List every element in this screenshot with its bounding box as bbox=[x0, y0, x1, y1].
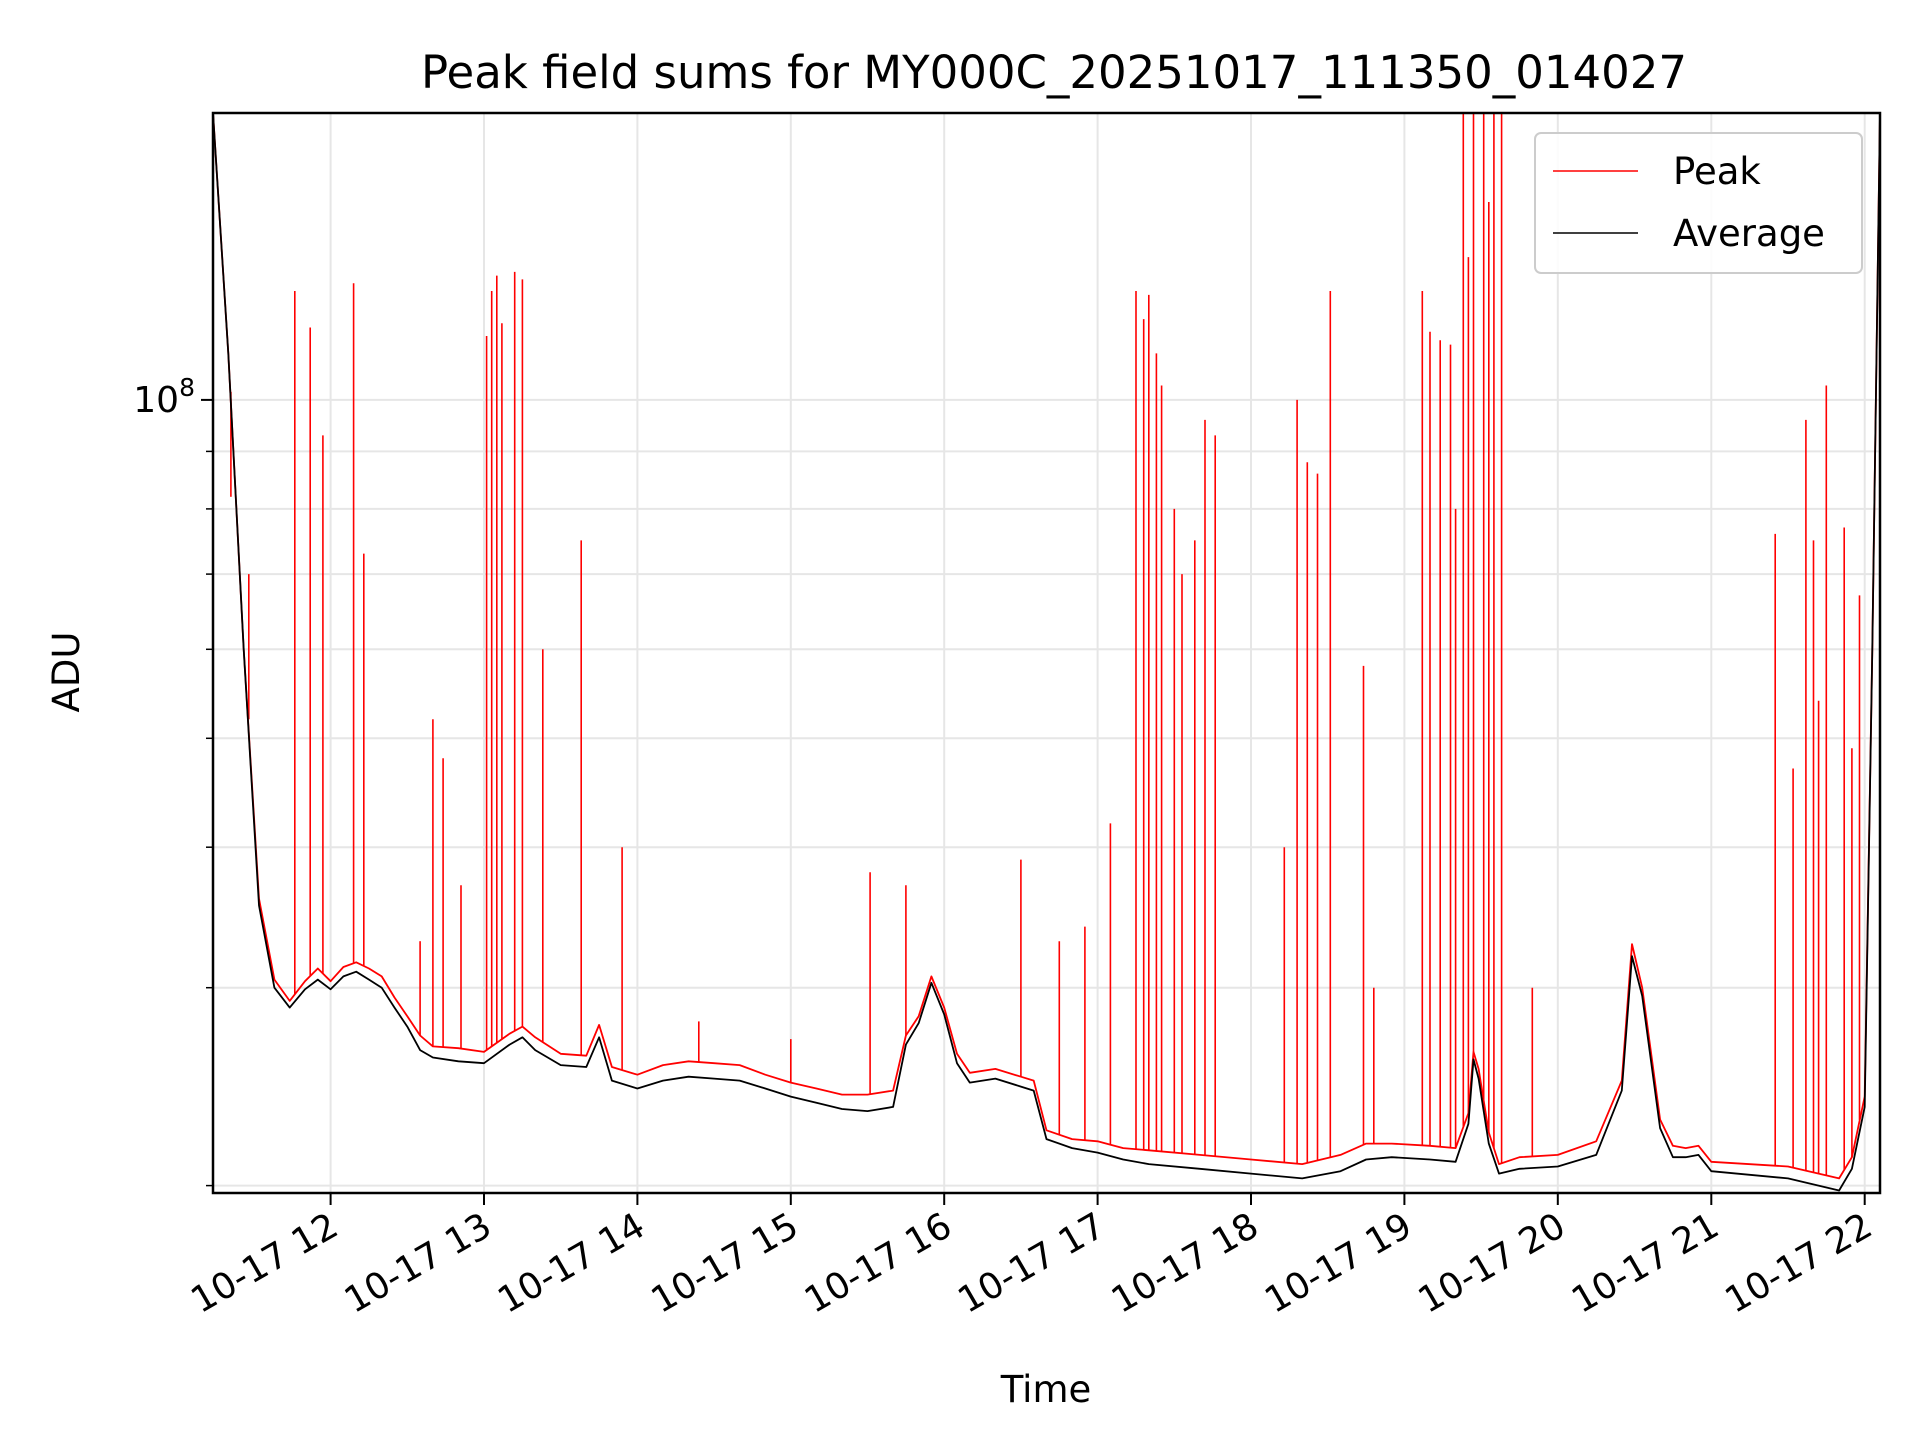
plot-lines bbox=[212, 112, 1881, 1192]
grid bbox=[213, 113, 1880, 1193]
x-axis-label: Time bbox=[1000, 1368, 1092, 1411]
series-line-average bbox=[212, 112, 1881, 1192]
legend-box bbox=[1534, 132, 1863, 274]
plot-frame bbox=[211, 111, 1882, 1195]
legend-label-peak: Peak bbox=[1673, 150, 1761, 193]
y-axis-label: ADU bbox=[45, 632, 88, 713]
series-line-peak bbox=[212, 112, 1881, 1180]
chart-title: Peak field sums for MY000C_20251017_1113… bbox=[421, 46, 1687, 99]
legend: Peak Average bbox=[1534, 132, 1863, 274]
legend-label-average: Average bbox=[1673, 212, 1825, 255]
